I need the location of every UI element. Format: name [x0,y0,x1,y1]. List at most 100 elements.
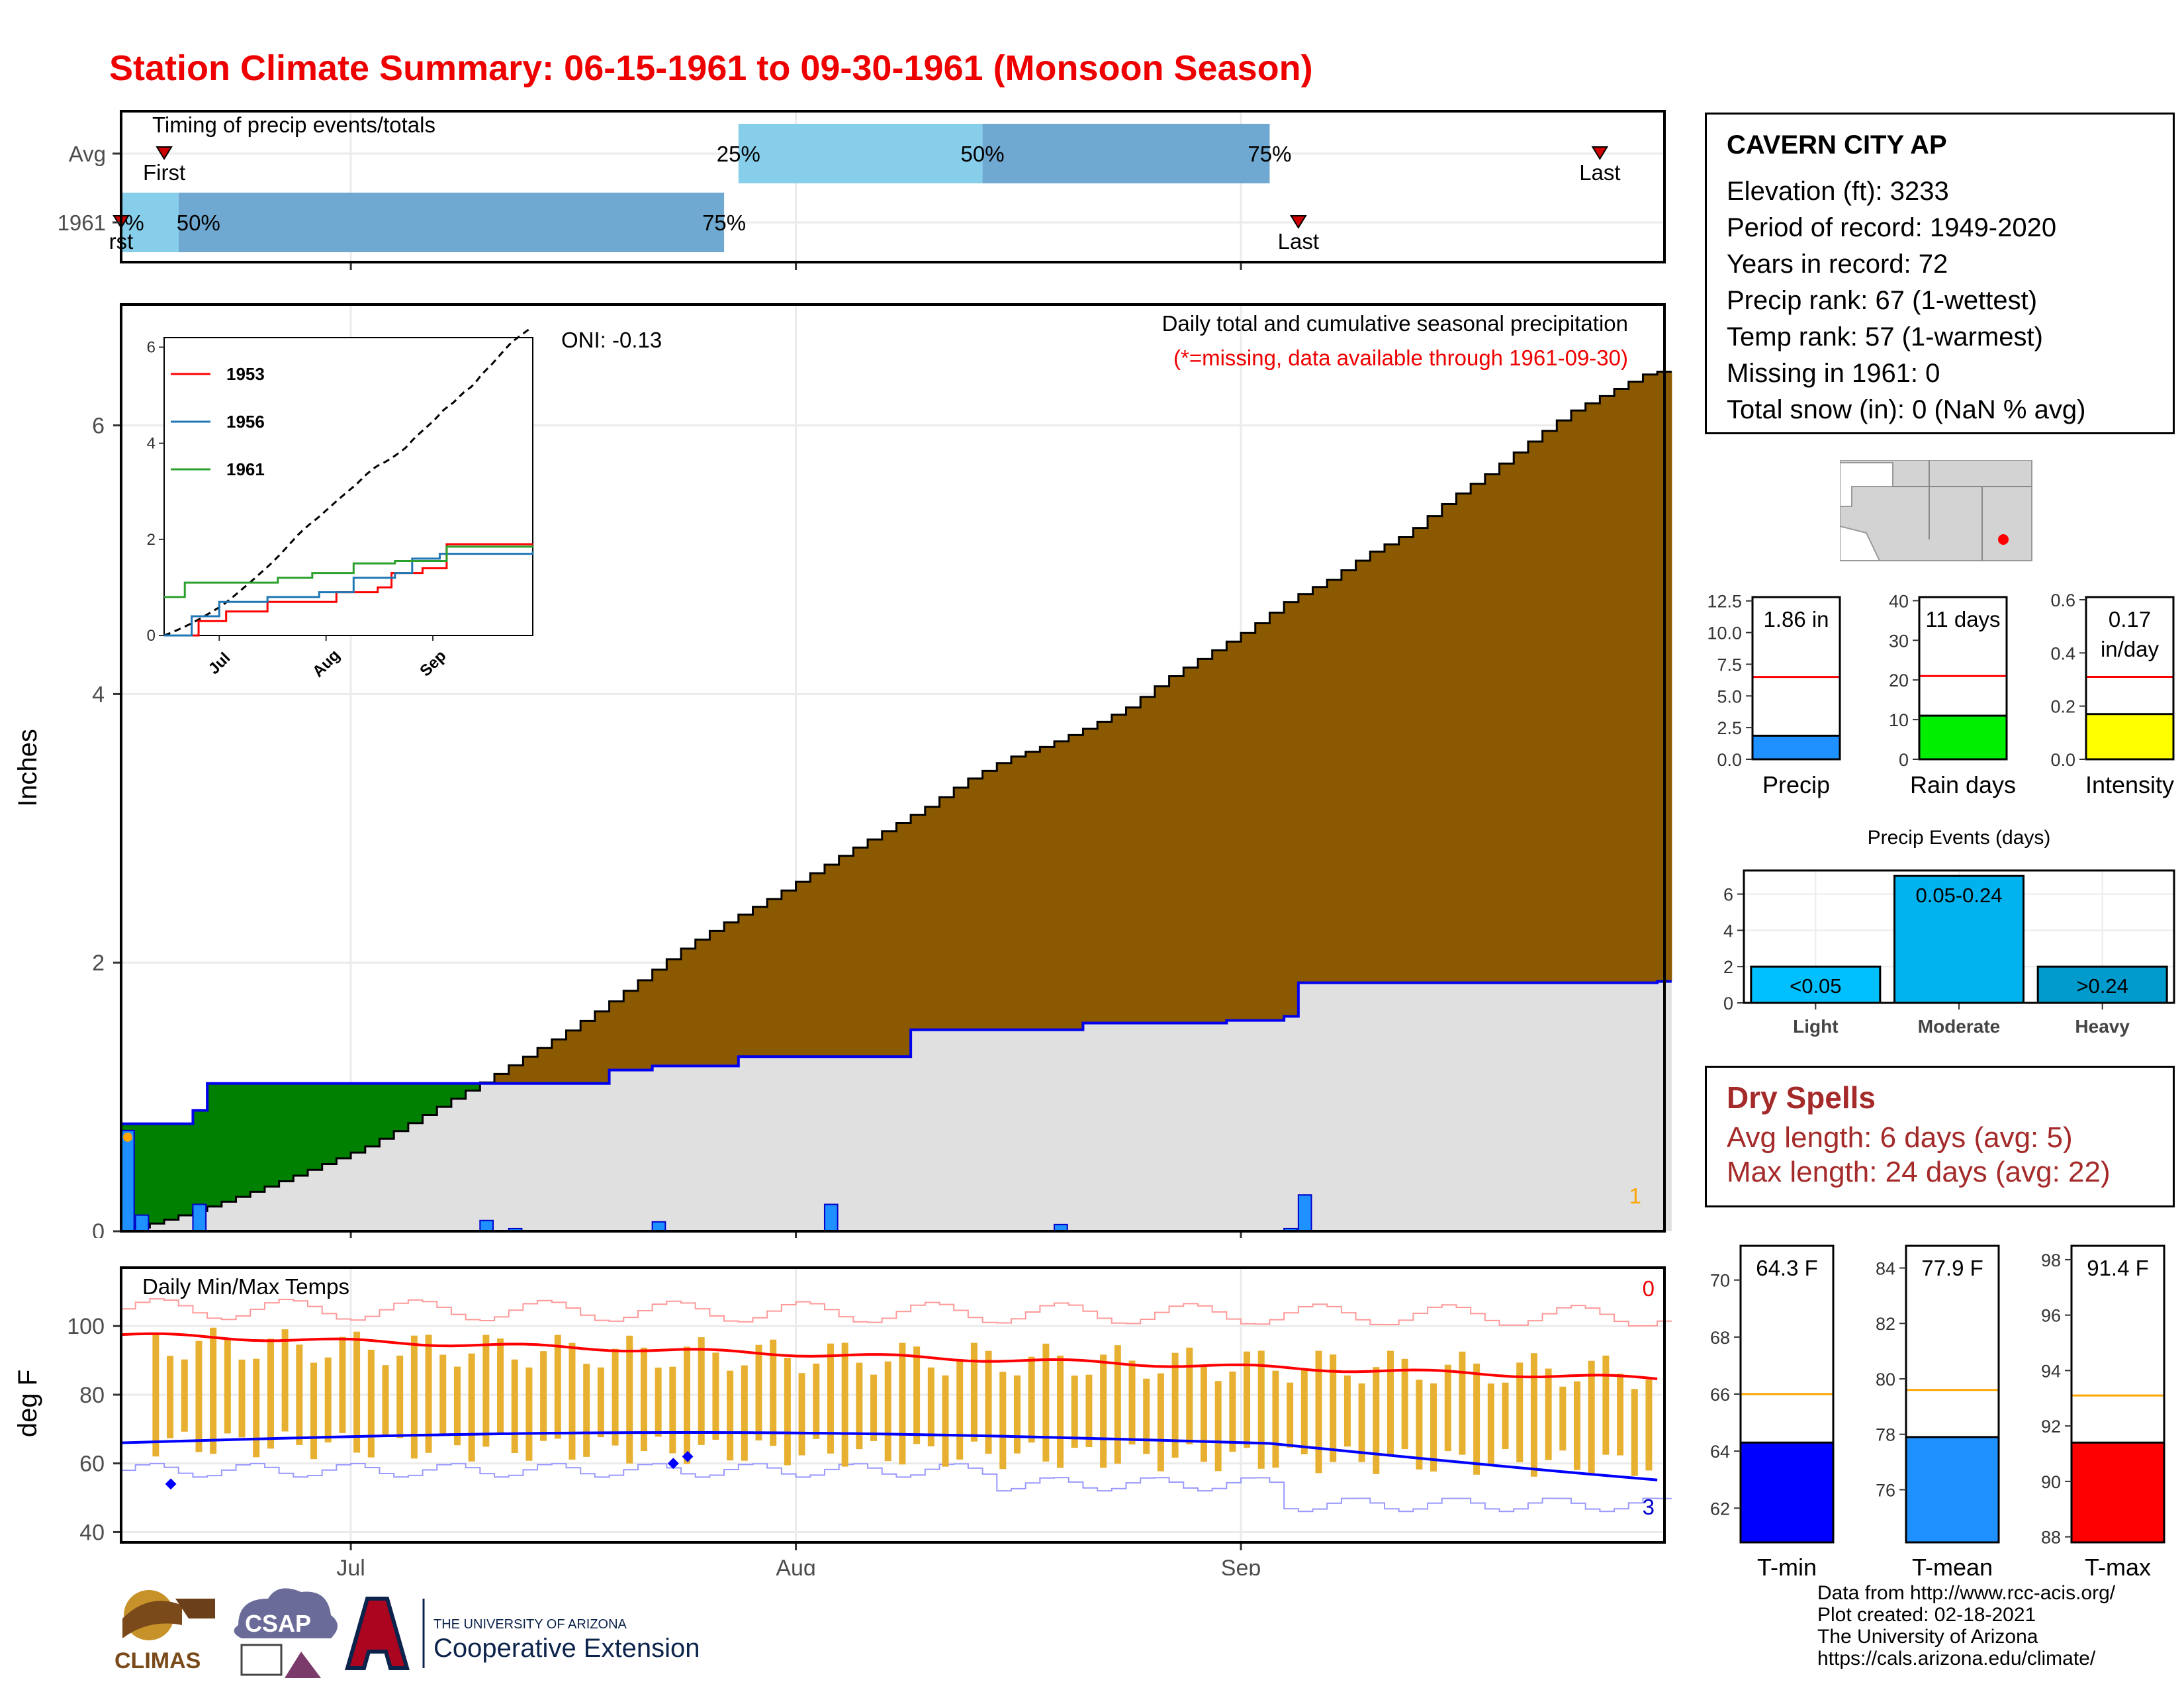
surplus-vs-avg-area [322,1083,337,1164]
summary-y-tick-label: 20 [1889,671,1909,690]
temp-x-tick-label: Aug [776,1556,816,1575]
deficit-vs-avg-area [997,763,1012,1030]
summary-value-text: 91.4 F [2087,1256,2149,1280]
deficit-vs-avg-area [954,787,969,1030]
summary-y-tick-label: 92 [2041,1417,2061,1436]
daily-temp-bar [569,1342,576,1460]
page-title: Station Climate Summary: 06-15-1961 to 0… [109,48,1313,88]
daily-temp-bar [1057,1355,1064,1468]
timing-label-first: First [143,160,185,185]
credits: Data from http://www.rcc-acis.org/ Plot … [1817,1582,2115,1669]
dry-spells-avg: Avg length: 6 days (avg: 5) [1727,1121,2073,1154]
summary-bar-intensity [2085,713,2175,761]
map-outside-region [1840,462,1893,507]
summary-value-text: 64.3 F [1756,1256,1818,1280]
summary-y-tick-label: 0.4 [2050,643,2075,663]
deficit-vs-avg-area [1585,403,1600,983]
deficit-vs-avg-area [609,1001,624,1070]
record-low-marker [667,1458,679,1470]
daily-temp-bar [1100,1354,1107,1468]
daily-temp-bar [684,1346,691,1464]
surplus-vs-avg-area [422,1083,437,1115]
daily-temp-bar [1257,1350,1265,1469]
station-info-line: Precip rank: 67 (1-wettest) [1727,286,2038,315]
daily-temp-bar [942,1375,949,1467]
deficit-vs-avg-area [1428,516,1443,983]
deficit-vs-avg-area [939,797,954,1030]
summary-y-tick-label: 78 [1876,1425,1895,1445]
avg-min-temp-line [120,1431,1658,1481]
daily-temp-bar [238,1359,246,1438]
daily-temp-bar [870,1374,878,1441]
surplus-vs-avg-area [308,1083,323,1170]
events-bar-label: <0.05 [1790,974,1841,998]
timing-label-last: Last [1579,160,1620,185]
surplus-vs-avg-area [365,1083,380,1147]
deficit-vs-avg-area [925,806,940,1030]
deficit-vs-avg-area [724,922,739,1066]
deficit-vs-avg-area [1355,560,1371,983]
daily-temp-bar [1444,1364,1451,1452]
daily-precip-bar [134,1214,150,1233]
deficit-vs-avg-area [594,1011,610,1084]
daily-temp-bar [970,1342,978,1442]
deficit-vs-avg-area [738,914,753,1057]
deficit-vs-avg-area [1154,686,1170,1023]
surplus-vs-avg-area [379,1083,394,1139]
daily-temp-bar [296,1344,303,1445]
daily-temp-bar [612,1348,619,1446]
daily-temp-bar [525,1367,533,1461]
daily-precip-bar [1297,1194,1312,1233]
daily-temp-bar [1631,1389,1638,1476]
deficit-vs-avg-area [1499,463,1514,983]
temp-bottom-label: 3 [1643,1495,1655,1519]
station-info-line: Years in record: 72 [1727,250,1948,279]
deficit-vs-avg-area [566,1030,581,1084]
daily-temp-bar [1416,1380,1423,1470]
summary-y-tick-label: 70 [1710,1271,1730,1291]
deficit-vs-avg-area [1111,714,1127,1023]
deficit-vs-avg-area [551,1039,567,1084]
daily-temp-bar [1171,1352,1179,1458]
deficit-vs-avg-area [1413,528,1428,983]
temp-y-tick-label: 40 [79,1520,105,1545]
inset-y-tick-label: 6 [147,339,156,357]
daily-temp-bar [1114,1345,1121,1464]
summary-y-tick-label: 0.2 [2050,697,2075,717]
deficit-vs-avg-area [1040,747,1055,1030]
surplus-vs-avg-area [408,1083,424,1123]
deficit-vs-avg-area [623,990,639,1070]
surplus-vs-avg-area [150,1123,165,1224]
main-y-tick-label: 4 [92,682,105,707]
summary-panel-label: Intensity [2085,771,2174,798]
station-name: CAVERN CITY AP [1727,130,1947,160]
daily-temp-bar [468,1353,475,1462]
inset-series-line-1961 [164,545,534,598]
inset-legend-label: 1961 [226,459,265,479]
daily-precip-bar [120,1129,135,1232]
deficit-vs-avg-area [982,771,997,1030]
daily-temp-bar [1330,1354,1337,1462]
daily-precip-bar [192,1203,207,1232]
temp-x-tick-label: Sep [1221,1556,1261,1575]
timing-bar-25-50 [121,193,179,252]
daily-temp-bar [267,1338,274,1449]
daily-temp-bar [1588,1360,1595,1476]
daily-temp-bar [1573,1381,1580,1470]
summary-y-tick-label: 62 [1710,1499,1730,1519]
daily-temp-bar [1502,1382,1509,1449]
timing-marker-last [1591,146,1609,160]
avg-max-temp-line [120,1332,1658,1381]
logos: CLIMAS CSAP THE UNIVERSITY OF ARIZONA Co… [114,1588,700,1678]
inset-series-line-1953 [164,543,533,637]
events-y-tick-label: 2 [1723,957,1733,977]
summary-frame [2085,596,2175,761]
daily-temp-bar [712,1352,719,1440]
summary-y-tick-label: 10 [1889,710,1909,730]
daily-temp-bar [1559,1386,1567,1451]
deficit-vs-avg-area [1600,396,1615,983]
surplus-vs-avg-area [236,1083,251,1197]
daily-temp-bar [784,1358,791,1466]
deficit-vs-avg-area [1441,504,1457,983]
deficit-vs-avg-area [1643,374,1658,983]
